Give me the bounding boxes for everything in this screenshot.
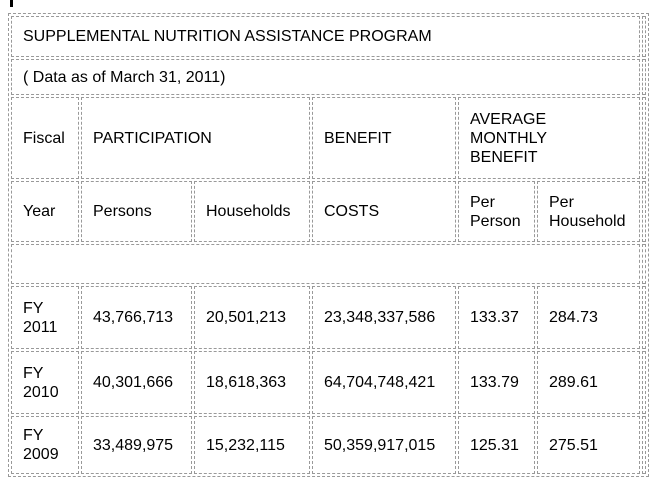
header-avg-monthly-benefit: AVERAGE MONTHLY BENEFIT xyxy=(458,97,641,179)
table-row-fy2009: FY 2009 33,489,975 15,232,115 50,359,917… xyxy=(11,416,647,474)
spacer-cell xyxy=(642,181,647,242)
cell-costs: 64,704,748,421 xyxy=(312,351,456,414)
column-header-per-household: Per Household xyxy=(537,181,641,242)
table-row-fy2011: FY 2011 43,766,713 20,501,213 23,348,337… xyxy=(11,286,647,349)
blank-row xyxy=(11,244,647,284)
spacer-cell xyxy=(642,16,647,57)
spacer-cell xyxy=(642,351,647,414)
cell-per-person: 133.79 xyxy=(458,351,535,414)
header-fiscal: Fiscal xyxy=(11,97,79,179)
cell-costs: 23,348,337,586 xyxy=(312,286,456,349)
cell-persons: 43,766,713 xyxy=(81,286,192,349)
cell-per-household: 284.73 xyxy=(537,286,641,349)
cell-per-person: 125.31 xyxy=(458,416,535,474)
cell-fiscal-year: FY 2011 xyxy=(11,286,79,349)
spacer-cell xyxy=(642,244,647,284)
cell-per-household: 289.61 xyxy=(537,351,641,414)
subtitle-row: ( Data as of March 31, 2011) xyxy=(11,59,647,95)
cell-fiscal-year: FY 2010 xyxy=(11,351,79,414)
cell-costs: 50,359,917,015 xyxy=(312,416,456,474)
stray-caret-mark xyxy=(10,0,13,7)
column-header-households: Households xyxy=(194,181,310,242)
spacer-cell xyxy=(642,286,647,349)
header-group-row: Fiscal PARTICIPATION BENEFIT AVERAGE MON… xyxy=(11,97,647,179)
header-participation: PARTICIPATION xyxy=(81,97,310,179)
column-header-per-person: Per Person xyxy=(458,181,535,242)
cell-persons: 40,301,666 xyxy=(81,351,192,414)
cell-per-household: 275.51 xyxy=(537,416,641,474)
cell-fiscal-year: FY 2009 xyxy=(11,416,79,474)
cell-households: 20,501,213 xyxy=(194,286,310,349)
table-row-fy2010: FY 2010 40,301,666 18,618,363 64,704,748… xyxy=(11,351,647,414)
spacer-cell xyxy=(642,416,647,474)
cell-households: 15,232,115 xyxy=(194,416,310,474)
title-row: SUPPLEMENTAL NUTRITION ASSISTANCE PROGRA… xyxy=(11,16,647,57)
column-header-costs: COSTS xyxy=(312,181,456,242)
snap-data-table: SUPPLEMENTAL NUTRITION ASSISTANCE PROGRA… xyxy=(8,13,650,477)
table-title: SUPPLEMENTAL NUTRITION ASSISTANCE PROGRA… xyxy=(11,16,641,57)
header-benefit: BENEFIT xyxy=(312,97,456,179)
table-subtitle: ( Data as of March 31, 2011) xyxy=(11,59,641,95)
column-header-persons: Persons xyxy=(81,181,192,242)
cell-households: 18,618,363 xyxy=(194,351,310,414)
spacer-cell xyxy=(642,97,647,179)
spacer-cell xyxy=(642,59,647,95)
cell-persons: 33,489,975 xyxy=(81,416,192,474)
header-avg-monthly-benefit-label: AVERAGE MONTHLY BENEFIT xyxy=(470,110,547,166)
blank-cell xyxy=(11,244,641,284)
column-header-year: Year xyxy=(11,181,79,242)
column-header-row: Year Persons Households COSTS Per Person… xyxy=(11,181,647,242)
cell-per-person: 133.37 xyxy=(458,286,535,349)
